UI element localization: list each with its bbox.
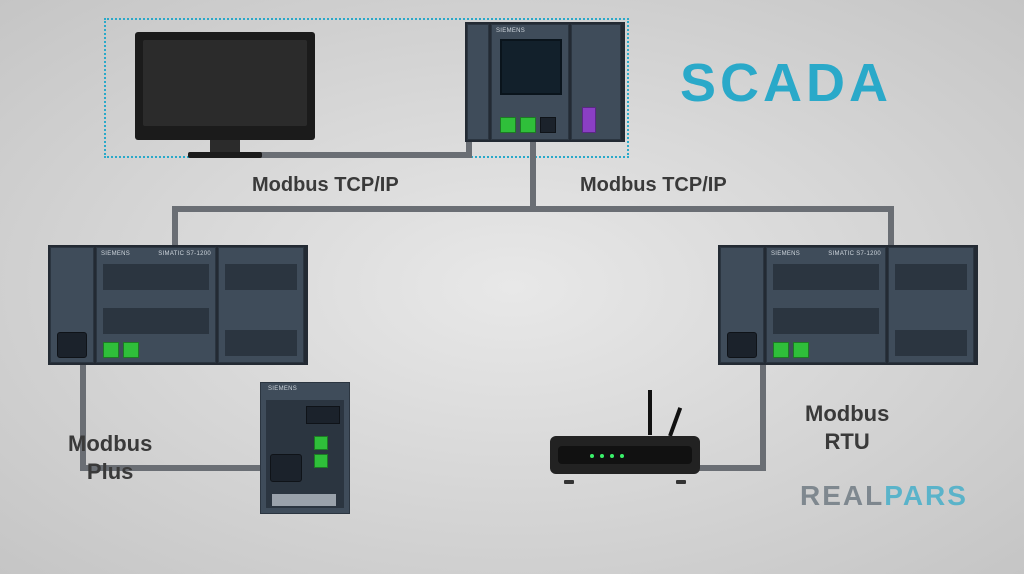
cable xyxy=(172,206,178,248)
cable xyxy=(888,206,894,248)
io-block xyxy=(895,330,967,356)
modbus-rtu-label: Modbus RTU xyxy=(805,400,889,455)
router-node xyxy=(550,430,700,480)
plc-right-node: SIEMENS SIMATIC S7-1200 xyxy=(718,245,978,365)
io-block xyxy=(773,264,879,290)
cable xyxy=(694,465,766,471)
siemens-label: SIEMENS xyxy=(771,251,800,257)
io-block xyxy=(225,264,297,290)
profibus-port-icon xyxy=(582,107,596,133)
plc-io-module xyxy=(571,24,621,140)
port-icon xyxy=(540,117,556,133)
io-block xyxy=(103,264,209,290)
led-icon xyxy=(610,454,614,458)
model-label: SIMATIC S7-1200 xyxy=(828,251,881,257)
led-icon xyxy=(600,454,604,458)
vent-icon xyxy=(306,406,340,424)
io-block xyxy=(225,330,297,356)
serial-connector-icon xyxy=(270,454,302,482)
led-icon xyxy=(590,454,594,458)
cable xyxy=(172,206,894,212)
plc-cpu-module: SIEMENS xyxy=(491,24,569,140)
router-foot xyxy=(676,480,686,484)
siemens-label: SIEMENS xyxy=(268,386,297,392)
watermark-real: REAL xyxy=(800,480,884,511)
monitor-screen xyxy=(143,40,307,126)
serial-port-icon xyxy=(57,332,87,358)
io-block xyxy=(895,264,967,290)
router-foot xyxy=(564,480,574,484)
serial-port-icon xyxy=(727,332,757,358)
model-label: SIMATIC S7-1200 xyxy=(158,251,211,257)
slot-icon xyxy=(272,494,336,506)
plc-cpu-module: SIEMENS SIMATIC S7-1200 xyxy=(766,247,886,363)
cable xyxy=(260,152,468,158)
cable xyxy=(760,365,766,465)
comm-module-node: SIEMENS xyxy=(260,382,350,514)
io-block xyxy=(103,308,209,334)
plc-module xyxy=(720,247,764,363)
antenna-icon xyxy=(668,407,682,437)
plc-io-module xyxy=(888,247,974,363)
plc-module xyxy=(50,247,94,363)
cable xyxy=(530,142,536,212)
watermark-pars: PARS xyxy=(884,480,968,511)
ethernet-port-icon xyxy=(520,117,536,133)
modbus-tcp-left-label: Modbus TCP/IP xyxy=(252,174,399,197)
siemens-label: SIEMENS xyxy=(496,28,525,34)
antenna-icon xyxy=(648,390,652,435)
ethernet-port-icon xyxy=(314,454,328,468)
cpu-screen xyxy=(500,39,562,95)
realpars-watermark: REALPARS xyxy=(800,480,968,512)
monitor-base xyxy=(188,152,262,158)
scada-title: SCADA xyxy=(680,52,892,114)
plc-io-module xyxy=(218,247,304,363)
modbus-tcp-right-label: Modbus TCP/IP xyxy=(580,174,727,197)
modbus-plus-label: Modbus Plus xyxy=(68,430,152,485)
plc-left-node: SIEMENS SIMATIC S7-1200 xyxy=(48,245,308,365)
router-panel xyxy=(558,446,692,464)
ethernet-port-icon xyxy=(103,342,119,358)
ethernet-port-icon xyxy=(123,342,139,358)
ethernet-port-icon xyxy=(314,436,328,450)
siemens-label: SIEMENS xyxy=(101,251,130,257)
server-plc-node: SIEMENS xyxy=(465,22,625,142)
monitor-node xyxy=(135,32,315,140)
ethernet-port-icon xyxy=(773,342,789,358)
diagram-stage: SCADA SIEMENS xyxy=(0,0,1024,574)
plc-module xyxy=(467,24,489,140)
ethernet-port-icon xyxy=(793,342,809,358)
plc-cpu-module: SIEMENS SIMATIC S7-1200 xyxy=(96,247,216,363)
led-icon xyxy=(620,454,624,458)
ethernet-port-icon xyxy=(500,117,516,133)
io-block xyxy=(773,308,879,334)
